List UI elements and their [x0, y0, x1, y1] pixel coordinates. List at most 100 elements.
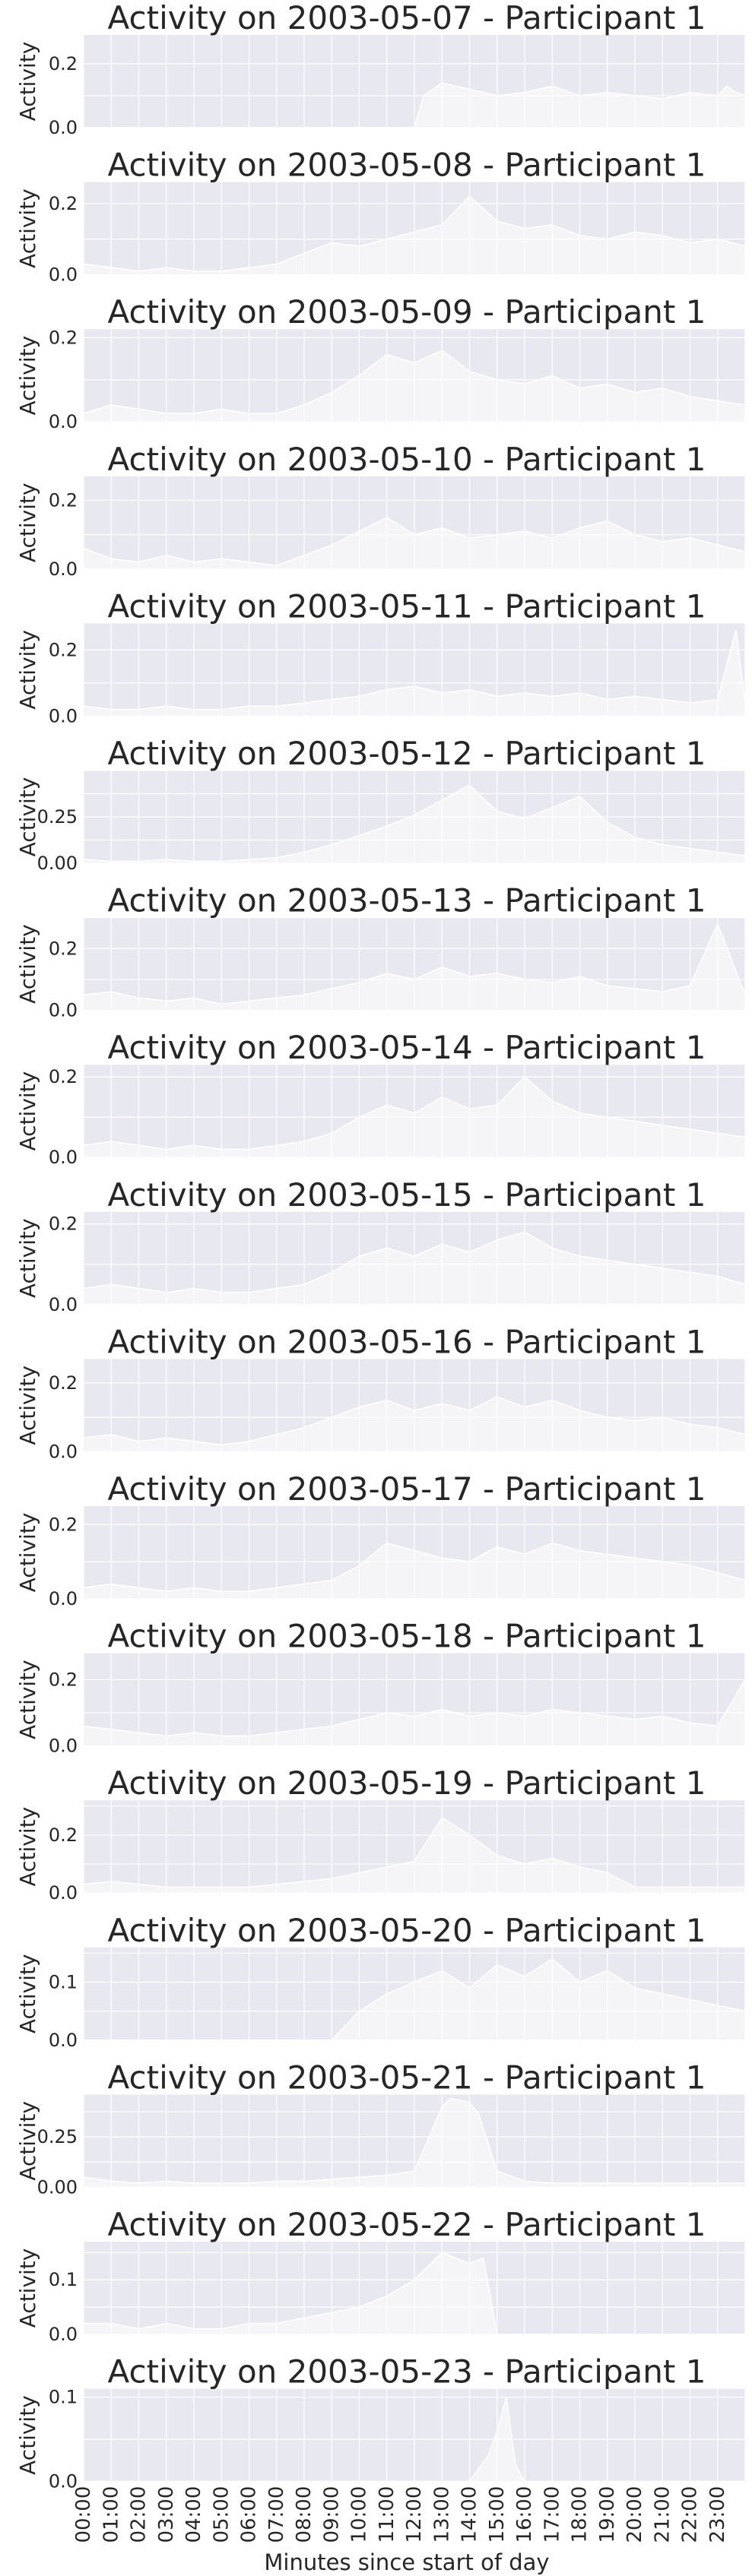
y-axis-label: Activity: [15, 2101, 40, 2181]
subplot-title: Activity on 2003-05-10 - Participant 1: [108, 441, 706, 478]
activity-line: [83, 2097, 745, 2184]
activity-area: [84, 1077, 745, 1158]
subplot-title: Activity on 2003-05-11 - Participant 1: [108, 587, 706, 625]
activity-line: [83, 517, 746, 567]
activity-line: [83, 784, 746, 862]
y-axis-label: Activity: [15, 1218, 40, 1298]
subplot-title: Activity on 2003-05-09 - Participant 1: [108, 293, 706, 331]
x-tick-label: 13:00: [430, 2486, 453, 2543]
activity-area: [84, 350, 745, 422]
x-tick-label: 05:00: [210, 2486, 233, 2543]
activity-area: [84, 517, 745, 569]
subplot-title: Activity on 2003-05-23 - Participant 1: [108, 2353, 706, 2391]
x-tick-label: 17:00: [541, 2486, 563, 2543]
y-tick-label: 0.25: [37, 806, 78, 828]
y-tick-label: 0.2: [49, 1066, 78, 1087]
x-tick-label: 12:00: [403, 2486, 426, 2543]
y-tick-label: 0.2: [49, 53, 78, 74]
x-tick-label: 06:00: [238, 2486, 261, 2543]
y-tick-label: 0.0: [49, 1294, 78, 1315]
x-tick-label: 11:00: [376, 2486, 398, 2543]
x-tick-label: 22:00: [679, 2486, 702, 2543]
x-tick-label: 20:00: [623, 2486, 646, 2543]
subplot-title: Activity on 2003-05-16 - Participant 1: [108, 1323, 706, 1360]
x-tick-label: 15:00: [486, 2486, 509, 2543]
y-tick-label: 0.0: [49, 117, 78, 138]
x-tick-label: 10:00: [348, 2486, 371, 2543]
y-tick-label: 0.0: [49, 1882, 78, 1904]
y-tick-label: 0.0: [49, 705, 78, 726]
y-axis-label: Activity: [15, 1071, 40, 1151]
y-axis-label: Activity: [15, 1660, 40, 1739]
subplot-title: Activity on 2003-05-21 - Participant 1: [108, 2059, 706, 2096]
y-tick-label: 0.2: [49, 1214, 78, 1235]
activity-area: [84, 2252, 745, 2334]
y-axis-label: Activity: [15, 42, 40, 122]
y-tick-label: 0.0: [49, 2324, 78, 2345]
subplot-title: Activity on 2003-05-07 - Participant 1: [108, 0, 706, 36]
subplot-title: Activity on 2003-05-19 - Participant 1: [108, 1764, 706, 1802]
activity-line: [83, 1075, 746, 1150]
x-tick-label: 07:00: [265, 2486, 288, 2543]
y-tick-label: 0.1: [49, 2269, 78, 2290]
y-tick-label: 0.2: [49, 639, 78, 660]
y-tick-label: 0.0: [49, 1736, 78, 1757]
activity-area: [84, 1818, 745, 1894]
y-tick-label: 0.2: [49, 193, 78, 214]
y-tick-label: 0.2: [49, 327, 78, 348]
activity-line: [83, 1231, 746, 1293]
activity-line: [84, 1958, 746, 2041]
y-axis-label: Activity: [15, 483, 40, 562]
y-tick-label: 0.0: [49, 1000, 78, 1021]
y-tick-label: 0.0: [49, 264, 78, 286]
y-axis-label: Activity: [15, 924, 40, 1004]
y-tick-label: 0.2: [49, 1514, 78, 1535]
y-tick-label: 0.0: [49, 559, 78, 580]
activity-line: [83, 629, 746, 710]
y-tick-label: 0.0: [49, 411, 78, 432]
subplot-title: Activity on 2003-05-12 - Participant 1: [108, 735, 706, 772]
y-tick-label: 0.2: [49, 938, 78, 959]
activity-area: [84, 1397, 745, 1452]
activity-line: [83, 195, 746, 272]
y-axis-label: Activity: [15, 2395, 40, 2475]
x-tick-label: 21:00: [651, 2486, 674, 2543]
y-tick-label: 0.00: [37, 2176, 78, 2198]
x-tick-label: 16:00: [513, 2486, 536, 2543]
activity-area: [84, 630, 745, 717]
x-tick-label: 18:00: [569, 2486, 592, 2543]
y-tick-label: 0.0: [49, 2471, 78, 2492]
y-axis-label: Activity: [15, 188, 40, 268]
subplot-title: Activity on 2003-05-18 - Participant 1: [108, 1618, 706, 1655]
x-tick-label: 19:00: [596, 2486, 619, 2543]
x-tick-label: 04:00: [182, 2486, 205, 2543]
x-tick-label: 01:00: [100, 2486, 122, 2543]
activity-line: [83, 1396, 746, 1446]
subplot-title: Activity on 2003-05-22 - Participant 1: [108, 2206, 706, 2243]
activity-area: [84, 83, 745, 128]
activity-line: [83, 349, 746, 414]
y-tick-label: 0.25: [37, 2126, 78, 2147]
y-axis-label: Activity: [15, 2248, 40, 2328]
x-tick-label: 00:00: [72, 2486, 95, 2543]
y-tick-label: 0.0: [49, 1147, 78, 1168]
activity-area: [84, 1543, 745, 1599]
subplot-title: Activity on 2003-05-13 - Participant 1: [108, 882, 706, 919]
subplot-title: Activity on 2003-05-15 - Participant 1: [108, 1176, 706, 1214]
activity-line: [83, 1679, 746, 1737]
activity-area: [84, 923, 745, 1011]
y-axis-label: Activity: [15, 1513, 40, 1593]
activity-line: [84, 2252, 745, 2335]
subplot-title: Activity on 2003-05-20 - Participant 1: [108, 1912, 706, 1949]
subplot-title: Activity on 2003-05-08 - Participant 1: [108, 147, 706, 184]
y-tick-label: 0.2: [49, 1824, 78, 1846]
y-tick-label: 0.00: [37, 853, 78, 874]
x-tick-label: 14:00: [458, 2486, 481, 2543]
activity-line: [83, 922, 746, 1005]
x-tick-label: 02:00: [128, 2486, 151, 2543]
activity-line: [84, 82, 746, 128]
y-axis-label: Activity: [15, 1366, 40, 1445]
activity-line: [83, 1542, 746, 1593]
activity-area: [84, 1959, 745, 2040]
